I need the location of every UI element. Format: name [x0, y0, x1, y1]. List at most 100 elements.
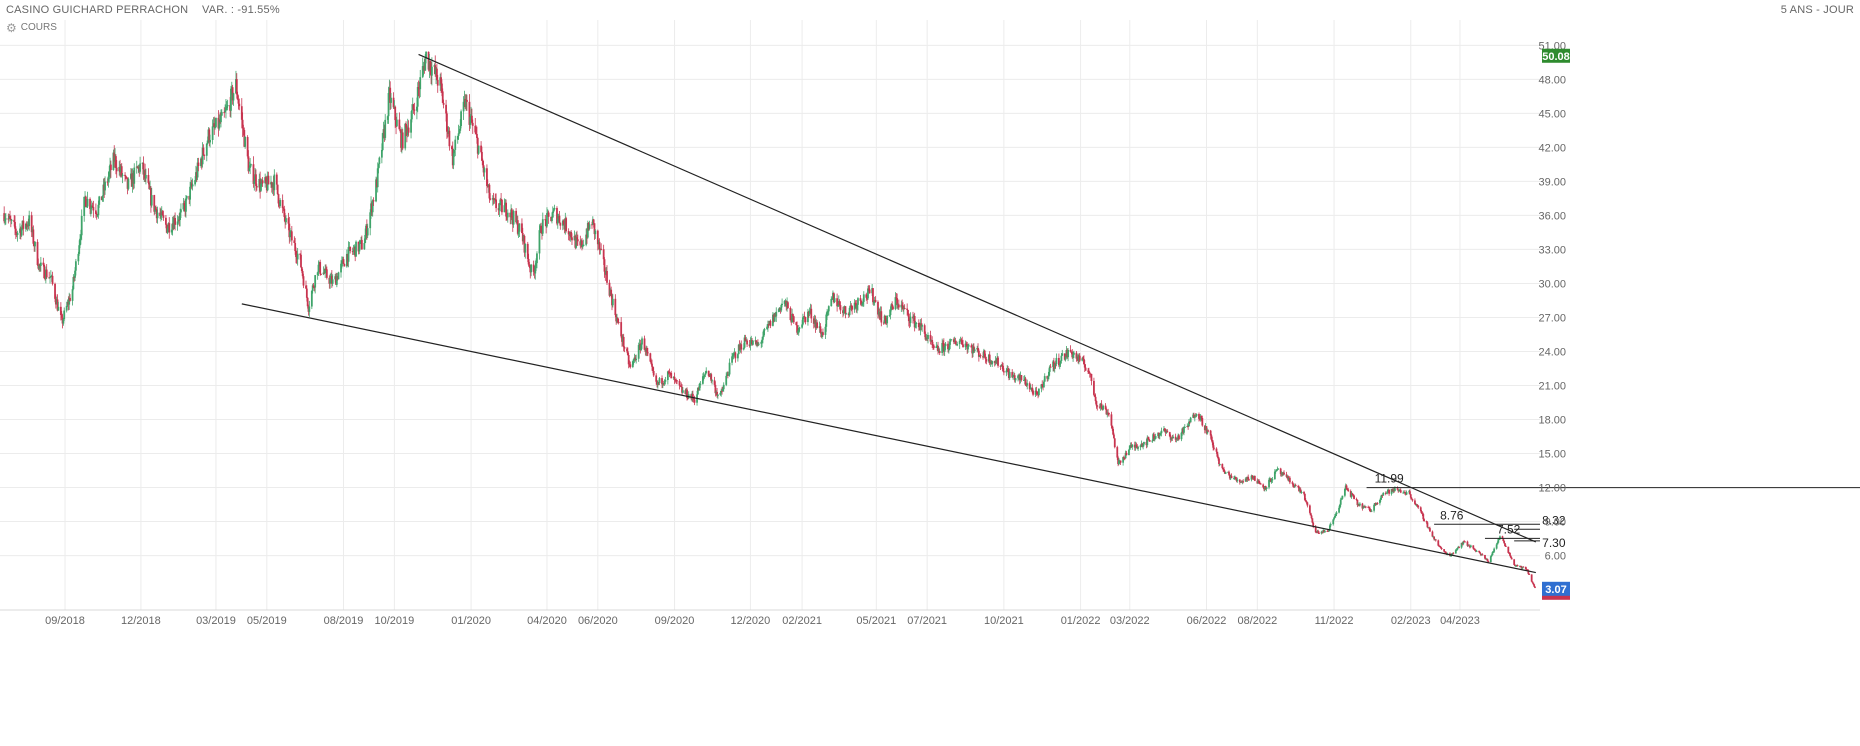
candle-body [1274, 471, 1277, 473]
candle-body [780, 305, 783, 311]
candle-body [386, 116, 389, 120]
candle-body [1212, 442, 1215, 448]
last-price-badge-text: 3.07 [1545, 584, 1566, 596]
candle-body [1531, 581, 1534, 583]
candle-body [1283, 472, 1285, 475]
candle-body [1323, 530, 1326, 533]
candle-body [1128, 449, 1130, 456]
candle-body [203, 154, 206, 156]
candle-body [1466, 541, 1469, 546]
candle-body [1380, 494, 1383, 498]
candle-body [68, 297, 71, 305]
period-selector[interactable]: 5 ANS - JOUR [1780, 4, 1854, 16]
candle-body [1298, 486, 1300, 492]
candle-body [74, 261, 77, 271]
candle-body [95, 213, 98, 216]
candle-body [176, 221, 179, 225]
candle-body [1122, 457, 1125, 463]
candle-body [1028, 383, 1031, 390]
gear-icon[interactable]: ⚙ [6, 20, 17, 35]
candle-body [1449, 555, 1452, 557]
candle-body [1303, 493, 1306, 500]
candle-body [903, 308, 906, 310]
series-legend[interactable]: ⚙ COURS [6, 20, 57, 35]
candle-body [1351, 493, 1354, 495]
candle-body [92, 206, 95, 211]
candle-body [1113, 438, 1116, 448]
candle-body [232, 93, 235, 101]
candle-body [1310, 515, 1313, 519]
candle-body [1439, 546, 1441, 548]
candle-body [1222, 468, 1225, 470]
candle-body [1259, 483, 1262, 485]
candle-body [1035, 390, 1038, 392]
candle-body [1270, 480, 1273, 482]
candle-body [471, 115, 473, 123]
candle-body [680, 386, 683, 388]
candle-body [1388, 489, 1390, 494]
candle-body [1513, 559, 1516, 565]
candle-body [614, 298, 617, 316]
candle-body [1496, 542, 1499, 545]
candle-body [646, 348, 648, 353]
candle-body [416, 87, 419, 107]
candle-body [59, 306, 62, 316]
candle-body [544, 219, 547, 221]
candle-body [596, 230, 599, 245]
candle-body [731, 355, 734, 357]
candle-body [159, 212, 161, 216]
candle-body [4, 219, 6, 222]
candle-body [294, 243, 297, 252]
candle-body [139, 163, 141, 172]
candle-body [1481, 554, 1484, 556]
candle-body [810, 308, 813, 319]
candle-body [711, 380, 713, 382]
candle-body [194, 180, 197, 185]
candle-body [752, 340, 754, 345]
candle-body [1346, 488, 1349, 490]
candle-body [205, 143, 208, 156]
candle-body [460, 111, 462, 126]
candle-body [1328, 529, 1330, 532]
candle-body [1362, 506, 1365, 509]
candle-body [662, 383, 665, 385]
candle-body [1058, 357, 1060, 366]
candle-body [1356, 499, 1359, 506]
x-tick-label: 06/2022 [1187, 615, 1227, 627]
candle-body [558, 215, 561, 223]
candle-body [977, 350, 980, 357]
candle-body [767, 324, 769, 327]
candle-body [575, 237, 578, 248]
candle-body [471, 122, 474, 126]
level-label: 8.76 [1440, 508, 1464, 522]
candle-body [1042, 381, 1045, 388]
candle-body [79, 235, 82, 239]
candle-body [1386, 491, 1389, 493]
candle-body [14, 221, 16, 229]
candle-body [763, 329, 766, 331]
candle-body [588, 224, 591, 229]
candle-body [488, 184, 491, 199]
candle-body [1163, 428, 1166, 431]
candle-body [305, 288, 308, 298]
candle-body [769, 321, 772, 326]
candle-body [1308, 505, 1311, 513]
candle-body [932, 344, 934, 346]
candle-body [787, 302, 789, 308]
candle-body [655, 375, 658, 382]
candle-body [1338, 504, 1341, 508]
candle-body [224, 110, 227, 113]
candle-body [1495, 544, 1498, 549]
candle-body [476, 133, 478, 138]
candle-body [503, 205, 506, 213]
candle-body [651, 363, 653, 367]
candle-body [1104, 405, 1107, 410]
y-tick-label: 33.00 [1538, 244, 1566, 256]
candle-body [54, 283, 56, 299]
candle-body [877, 301, 879, 315]
level-label: 7.52 [1497, 522, 1521, 536]
candle-body [571, 237, 573, 241]
candle-body [296, 253, 299, 260]
candle-body [856, 304, 859, 309]
